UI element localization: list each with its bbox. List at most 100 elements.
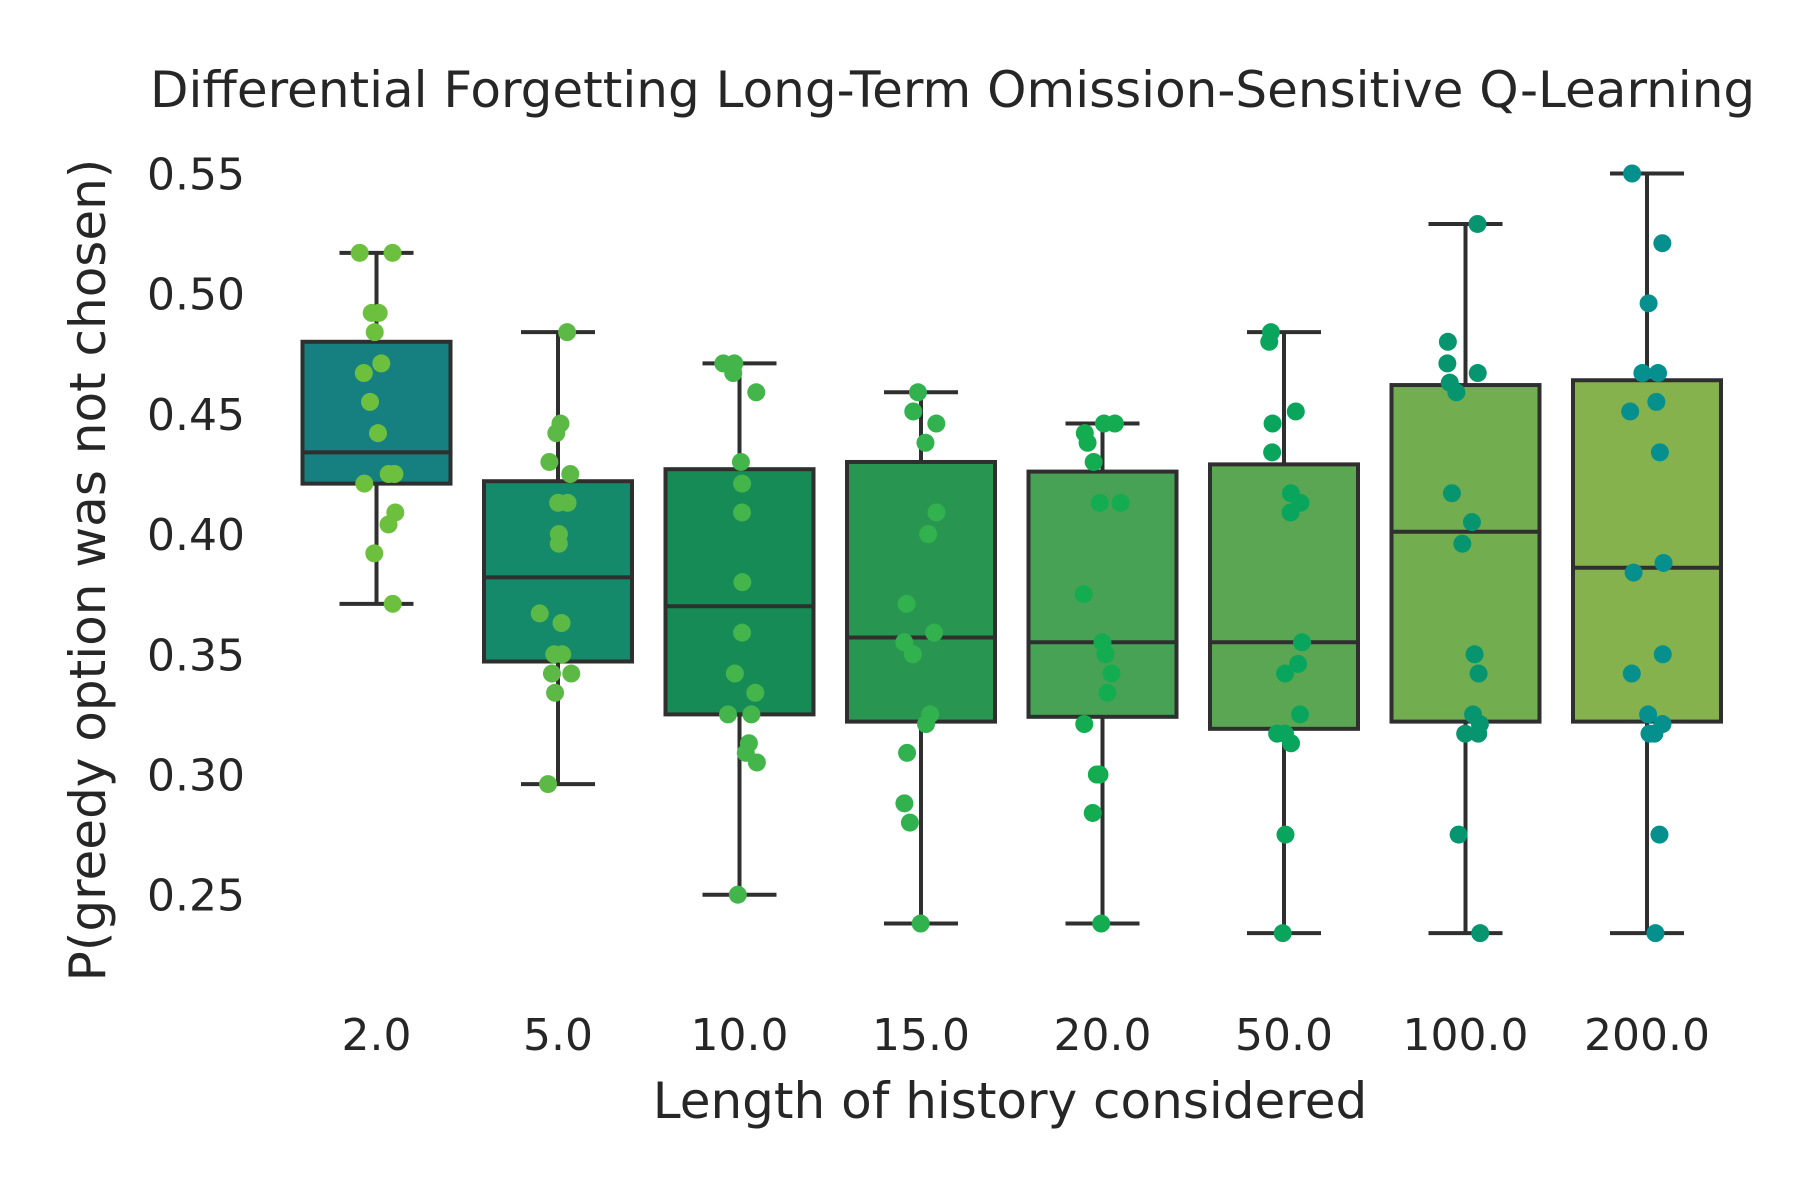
y-tick-label: 0.35 [147,630,245,681]
data-point [733,503,752,522]
data-point [747,753,766,772]
data-point [895,794,914,813]
data-point [350,243,369,262]
data-point [1449,825,1468,844]
data-point [379,515,398,534]
data-point [903,645,922,664]
data-point [1468,214,1487,233]
data-point [919,525,938,544]
x-axis-label: Length of history considered [653,1072,1367,1130]
data-point [1623,164,1642,183]
y-tick-label: 0.25 [147,871,245,922]
x-tick-label: 15.0 [872,1010,970,1061]
data-point [1276,825,1295,844]
data-point [1471,924,1490,943]
data-point [1639,705,1658,724]
data-point [1442,484,1461,503]
data-point [1650,443,1669,462]
data-point [719,705,738,724]
data-point [1260,332,1279,351]
y-tick-label: 0.40 [147,510,245,561]
box-rect [1571,378,1723,724]
data-point [725,664,744,683]
data-point [1263,414,1282,433]
data-point [1273,924,1292,943]
data-point [365,544,384,563]
data-point [898,743,917,762]
data-point [365,323,384,342]
data-point [1649,364,1668,383]
box-rect [1026,469,1179,719]
data-point [742,705,761,724]
data-point [530,604,549,623]
data-point [1074,585,1093,604]
x-tick-label: 10.0 [691,1010,789,1061]
data-point [383,243,402,262]
data-point [1102,664,1121,683]
data-point [927,414,946,433]
data-point [1456,724,1475,743]
data-point [927,503,946,522]
data-point [379,465,398,483]
data-point [545,645,564,664]
data-point [354,364,373,383]
data-point [1622,664,1641,683]
x-tick-label: 100.0 [1403,1010,1529,1061]
data-point [1621,402,1640,421]
data-point [549,493,568,512]
data-point [1286,402,1305,421]
data-point [1263,443,1282,462]
data-point [540,452,559,471]
data-point [1645,724,1664,743]
data-point [1075,715,1094,734]
data-point [1293,633,1312,652]
data-point [361,392,380,411]
data-point [561,465,580,483]
data-point [542,664,561,683]
data-point [369,424,388,443]
data-point [1096,645,1115,664]
y-tick-label: 0.30 [147,751,245,802]
x-axis-ticks: 2.0 5.0 10.0 15.0 20.0 50.0 100.0 200.0 [342,1010,1710,1061]
box-100.0 [1389,221,1542,936]
data-point [372,354,391,373]
data-point [1281,503,1300,522]
data-point [1094,414,1113,433]
data-point [731,452,750,471]
data-point [547,424,566,443]
y-axis-ticks: 0.25 0.30 0.35 0.40 0.45 0.50 0.55 [147,150,245,922]
data-point [900,813,919,832]
data-point [917,715,936,734]
data-point [1624,563,1643,582]
y-tick-label: 0.55 [147,150,245,201]
data-point [1653,645,1672,664]
data-point [562,664,581,683]
data-point [1453,534,1472,553]
title-group: Differential Forgetting Long-Term Omissi… [150,61,1755,119]
data-point [1083,803,1102,822]
data-point [362,303,381,322]
data-point [1268,724,1287,743]
data-point [746,683,765,702]
data-point [747,383,766,402]
data-point [558,323,577,342]
x-tick-label: 50.0 [1235,1010,1333,1061]
data-point [911,914,930,933]
box-rect [845,459,997,724]
box-rect [1208,462,1360,731]
data-point [1111,493,1130,512]
data-point [1282,734,1301,753]
data-point [1447,383,1466,402]
data-point [916,433,935,452]
data-point [1462,513,1481,532]
data-point [1468,364,1487,383]
data-point [733,474,752,493]
data-point [539,775,558,794]
data-point [925,623,944,642]
data-point [1469,724,1488,743]
x-tick-label: 5.0 [523,1010,593,1061]
data-point [724,364,743,383]
data-point [1289,654,1308,673]
y-tick-label: 0.50 [147,270,245,321]
